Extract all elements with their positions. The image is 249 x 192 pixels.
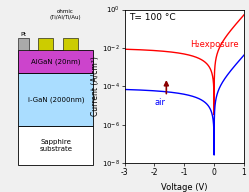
Text: air: air <box>154 98 165 107</box>
Bar <box>63 38 78 50</box>
Text: Sapphire
substrate: Sapphire substrate <box>39 139 72 152</box>
Text: i-GaN (2000nm): i-GaN (2000nm) <box>28 96 84 103</box>
Text: AlGaN (20nm): AlGaN (20nm) <box>31 58 81 65</box>
Bar <box>18 38 29 50</box>
Bar <box>38 38 53 50</box>
X-axis label: Voltage (V): Voltage (V) <box>161 183 207 192</box>
Text: ohmic
(Ti/Al/Ti/Au): ohmic (Ti/Al/Ti/Au) <box>49 9 81 20</box>
Text: H₂exposure: H₂exposure <box>190 40 239 49</box>
Text: Pt: Pt <box>20 32 26 37</box>
Bar <box>18 50 93 73</box>
Text: T= 100 °C: T= 100 °C <box>129 13 176 22</box>
Y-axis label: Current (A/cm²): Current (A/cm²) <box>91 56 100 116</box>
Bar <box>18 126 93 165</box>
Bar <box>18 73 93 126</box>
